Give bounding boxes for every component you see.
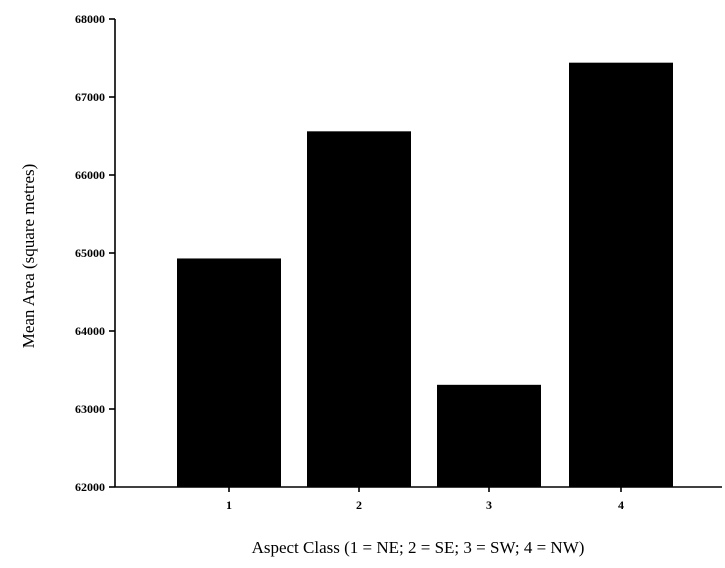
- x-ticks-layer: 1 2 3 4: [226, 487, 624, 512]
- y-tick-label: 62000: [75, 480, 105, 494]
- bar-4: [569, 62, 673, 488]
- y-axis-label: Mean Area (square metres): [19, 164, 38, 349]
- x-tick-label: 2: [356, 498, 362, 512]
- y-tick-label: 67000: [75, 90, 105, 104]
- x-tick-label: 1: [226, 498, 232, 512]
- y-tick-label: 64000: [75, 324, 105, 338]
- y-tick-label: 68000: [75, 12, 105, 26]
- y-ticks-layer: 62000 63000 64000 65000 66000 67000 68000: [75, 12, 115, 494]
- bar-3: [437, 384, 541, 487]
- y-tick-label: 63000: [75, 402, 105, 416]
- bar-2: [307, 131, 411, 487]
- bar-1: [177, 258, 281, 487]
- y-tick-label: 65000: [75, 246, 105, 260]
- x-tick-label: 4: [618, 498, 624, 512]
- bars-layer: [177, 62, 673, 488]
- y-tick-label: 66000: [75, 168, 105, 182]
- x-tick-label: 3: [486, 498, 492, 512]
- x-axis-label: Aspect Class (1 = NE; 2 = SE; 3 = SW; 4 …: [252, 538, 585, 557]
